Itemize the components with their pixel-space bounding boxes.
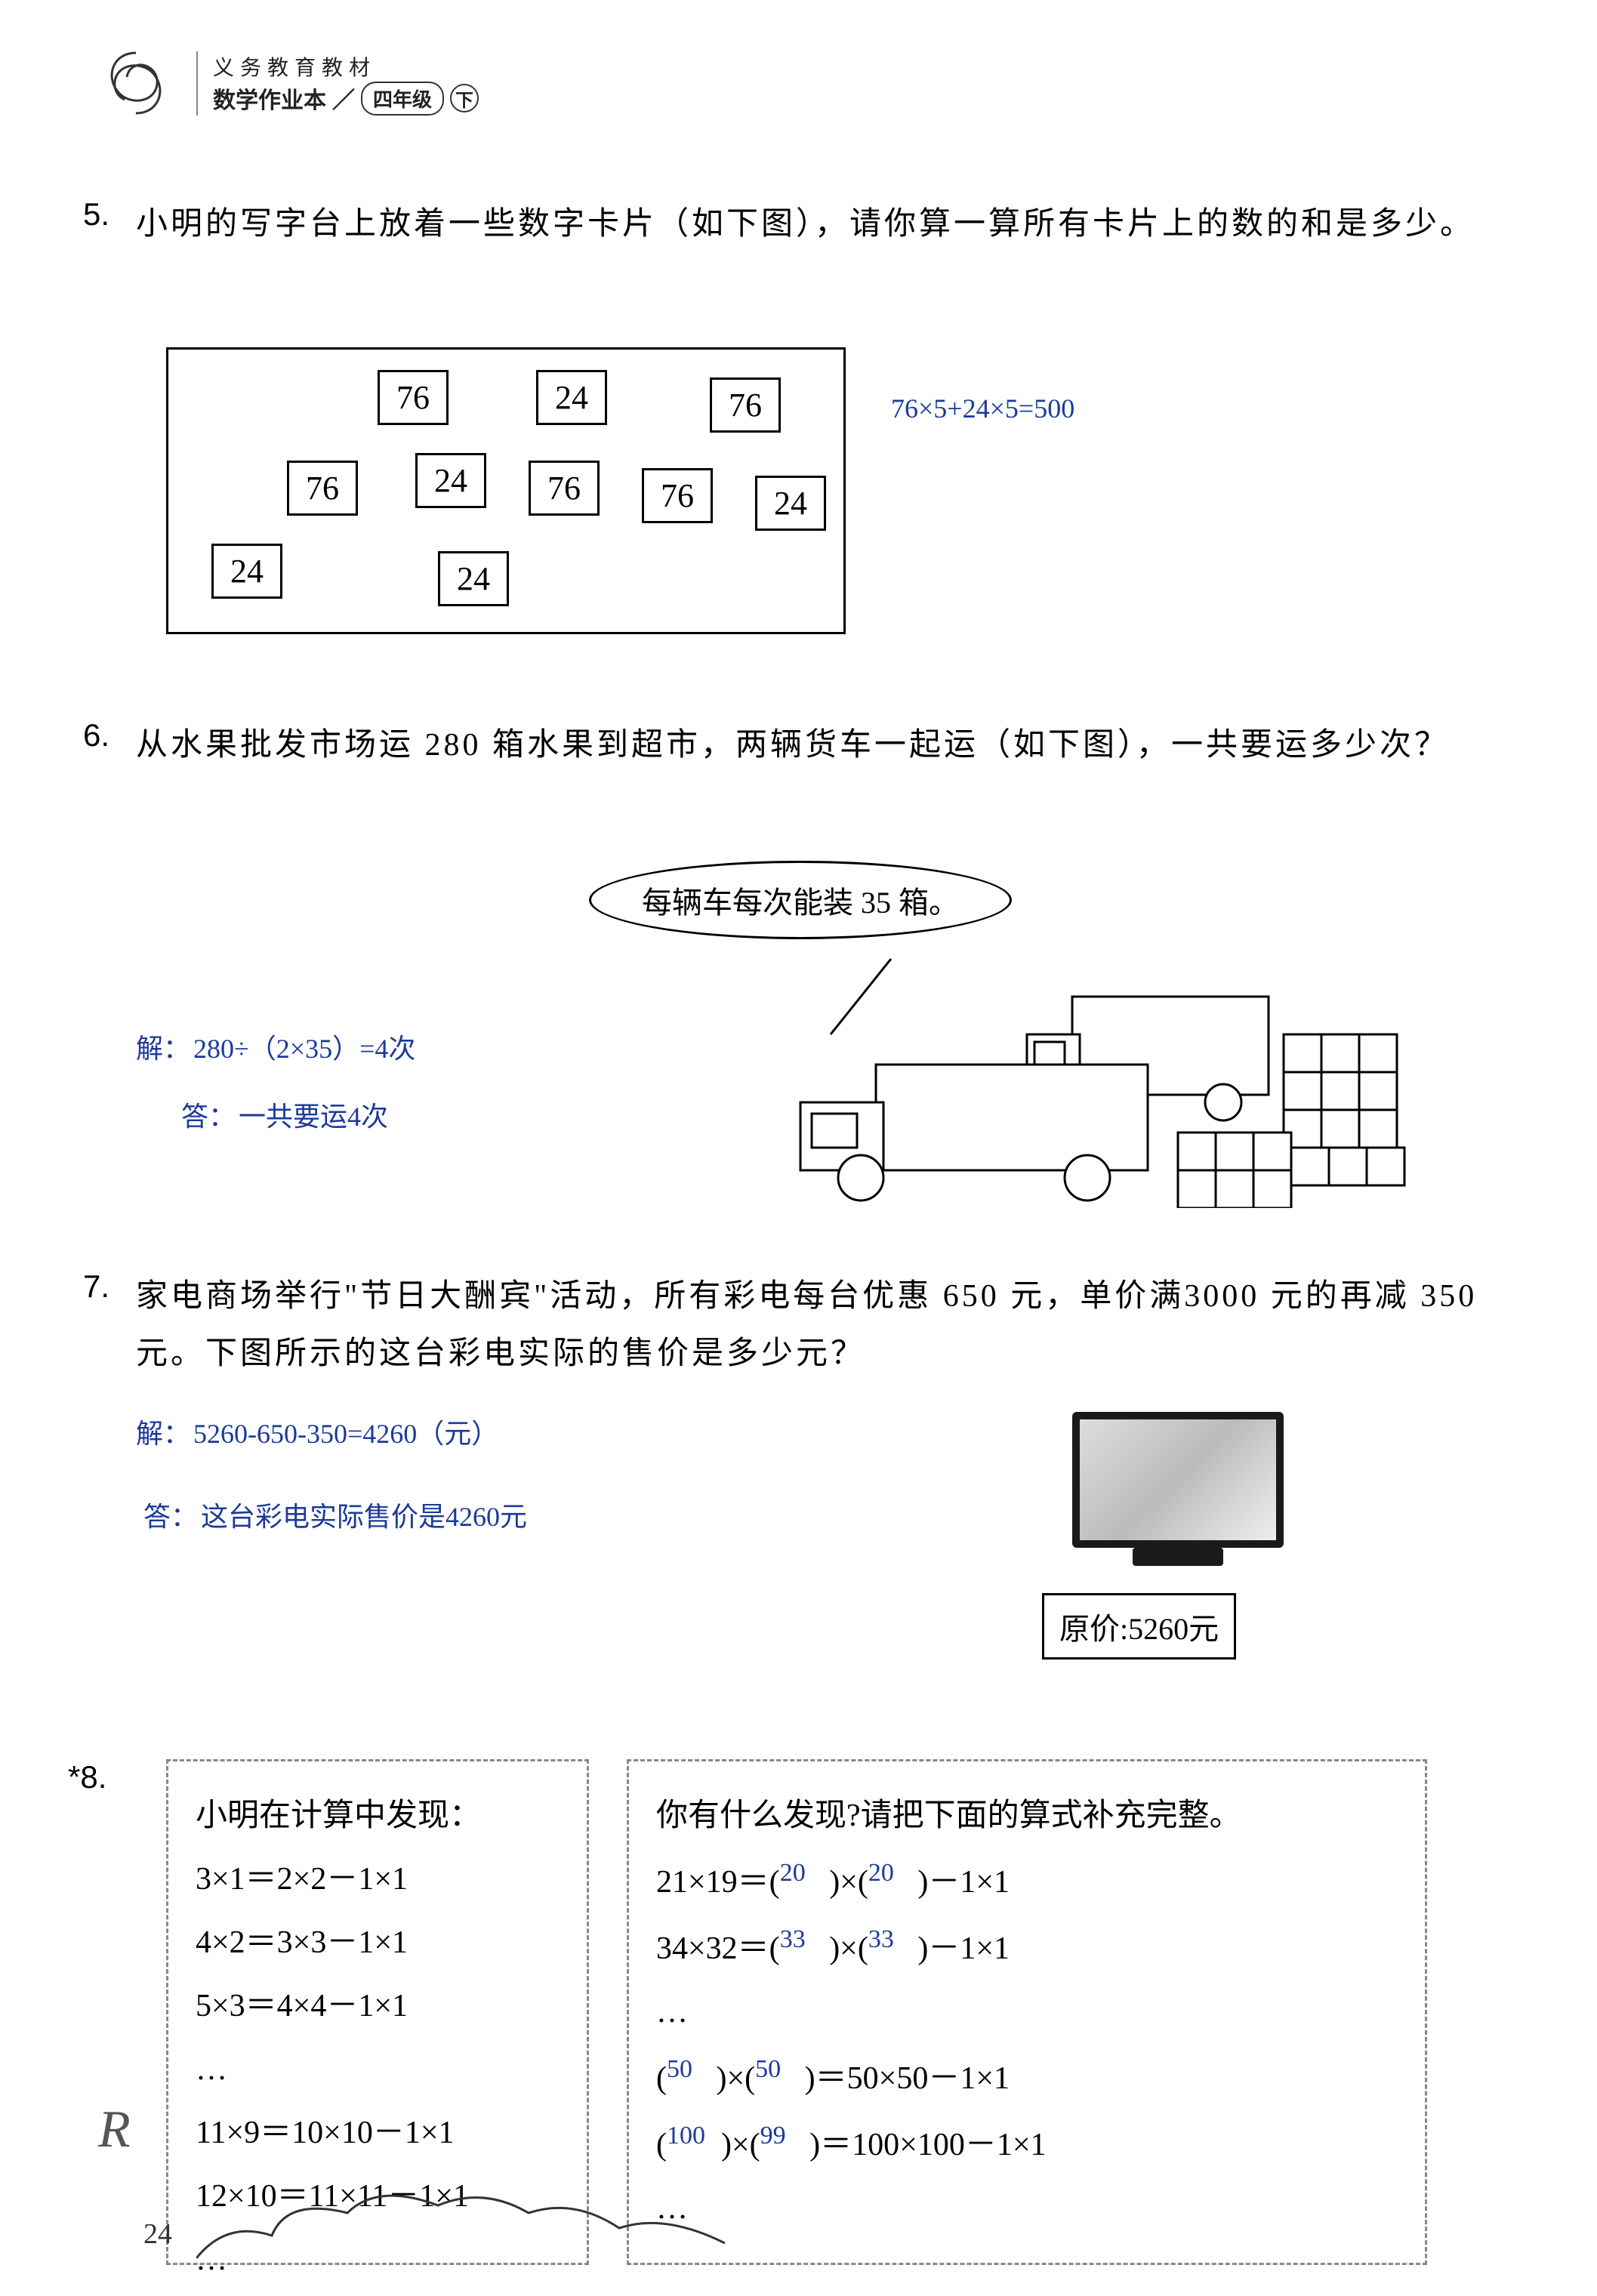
- eq-mid: )×(: [717, 2061, 756, 2096]
- eq-mid: )×(: [829, 1931, 868, 1966]
- dots: …: [656, 2177, 1398, 2240]
- answer-text: 这台彩电实际售价是4260元: [201, 1502, 527, 1532]
- number-card: 24: [536, 370, 607, 425]
- header-subtitle: 义务教育教材: [213, 51, 479, 82]
- solution-label: 解：: [136, 1034, 190, 1064]
- header-title: 数学作业本 ／ 四年级 下: [213, 82, 479, 116]
- eq-mid: )×(: [721, 2128, 760, 2162]
- equation-line: …: [196, 2038, 560, 2101]
- answer-text: 一共要运4次: [239, 1102, 388, 1132]
- speech-bubble: 每辆车每次能装 35 箱。: [589, 861, 1012, 939]
- p6-solution: 解： 280÷（2×35）=4次: [136, 1027, 415, 1066]
- p7-answer: 答： 这台彩电实际售价是4260元: [143, 1495, 527, 1534]
- number-card: 76: [642, 468, 713, 523]
- problem-text: 家电商场举行"节日大酬宾"活动，所有彩电每台优惠 650 元，单价满3000 元…: [136, 1268, 1491, 1382]
- equation-line: 5×3＝4×4－1×1: [196, 1974, 560, 2038]
- number-card: 76: [378, 370, 449, 425]
- fill-a: 20: [780, 1859, 806, 1887]
- r2: 34×32＝(33 )×(33 )－1×1: [656, 1914, 1398, 1980]
- logo-swirl-icon: [98, 45, 174, 121]
- answer-label: 答：: [143, 1502, 198, 1532]
- eq-pre: 21×19＝(: [656, 1865, 780, 1900]
- r-logo-icon: R: [98, 2100, 131, 2160]
- p5-answer: 76×5+24×5=500: [891, 393, 1074, 424]
- eq-pre: 34×32＝(: [656, 1931, 780, 1966]
- eq-post: )－1×1: [917, 1931, 1010, 1966]
- price-box: 原价:5260元: [1042, 1593, 1236, 1660]
- tv-illustration: [1072, 1412, 1284, 1548]
- problem-number: 7.: [83, 1268, 109, 1305]
- p6-answer: 答： 一共要运4次: [181, 1095, 388, 1134]
- problem-number: 6.: [83, 717, 109, 754]
- eq-pre: (: [656, 2128, 667, 2162]
- number-card: 24: [438, 551, 509, 606]
- problem-5: 5. 小明的写字台上放着一些数字卡片（如下图），请你算一算所有卡片上的数的和是多…: [136, 196, 1491, 254]
- right-title: 你有什么发现?请把下面的算式补充完整。: [656, 1784, 1398, 1848]
- eq-post: )＝100×100－1×1: [809, 2128, 1046, 2162]
- page-header: 义务教育教材 数学作业本 ／ 四年级 下: [98, 45, 479, 121]
- fill-b: 99: [760, 2122, 786, 2150]
- fill-b: 20: [868, 1859, 894, 1887]
- solution-text: 5260-650-350=4260（元）: [193, 1419, 498, 1449]
- volume-badge: 下: [450, 84, 479, 112]
- header-text: 义务教育教材 数学作业本 ／ 四年级 下: [196, 51, 479, 116]
- problem-text: 从水果批发市场运 280 箱水果到超市，两辆货车一起运（如下图），一共要运多少次…: [136, 717, 1491, 775]
- number-card: 76: [529, 461, 600, 516]
- equation-line: 3×1＝2×2－1×1: [196, 1848, 560, 1911]
- book-title: 数学作业本: [213, 82, 326, 115]
- fill-a: 50: [667, 2055, 692, 2083]
- number-card: 76: [710, 378, 781, 433]
- eq-pre: (: [656, 2061, 667, 2096]
- number-card: 24: [755, 476, 826, 531]
- fill-a: 100: [667, 2122, 705, 2150]
- number-card: 24: [415, 453, 486, 508]
- fill-a: 33: [780, 1925, 806, 1953]
- cloud-decoration: [196, 2183, 725, 2273]
- equation-line: 11×9＝10×10－1×1: [196, 2101, 560, 2165]
- equation-line: 4×2＝3×3－1×1: [196, 1911, 560, 1974]
- eq-post: )－1×1: [917, 1865, 1010, 1900]
- r4: (100 )×(99 )＝100×100－1×1: [656, 2110, 1398, 2177]
- problem-7: 7. 家电商场举行"节日大酬宾"活动，所有彩电每台优惠 650 元，单价满300…: [136, 1268, 1491, 1382]
- page-number: 24: [143, 2217, 172, 2251]
- solution-label: 解：: [136, 1419, 190, 1449]
- dots: …: [656, 1980, 1398, 2044]
- number-card: 24: [211, 544, 282, 599]
- number-card: 76: [287, 461, 358, 516]
- trucks-illustration: [755, 951, 1435, 1208]
- answer-label: 答：: [181, 1102, 236, 1132]
- grade-badge: 四年级: [361, 82, 444, 116]
- problem-number: *8.: [68, 1759, 106, 1795]
- eq-post: )＝50×50－1×1: [805, 2061, 1010, 2096]
- problem-text: 小明的写字台上放着一些数字卡片（如下图），请你算一算所有卡片上的数的和是多少。: [136, 196, 1491, 254]
- r3: (50 )×(50 )＝50×50－1×1: [656, 2044, 1398, 2110]
- problem-number: 5.: [83, 196, 109, 233]
- solution-text: 280÷（2×35）=4次: [193, 1034, 415, 1064]
- fill-b: 33: [868, 1925, 894, 1953]
- problem-6: 6. 从水果批发市场运 280 箱水果到超市，两辆货车一起运（如下图），一共要运…: [136, 717, 1491, 775]
- p8-right-box: 你有什么发现?请把下面的算式补充完整。 21×19＝(20 )×(20 )－1×…: [627, 1759, 1427, 2265]
- r1: 21×19＝(20 )×(20 )－1×1: [656, 1848, 1398, 1914]
- p7-solution: 解： 5260-650-350=4260（元）: [136, 1412, 498, 1451]
- eq-mid: )×(: [829, 1865, 868, 1900]
- fill-b: 50: [755, 2055, 781, 2083]
- left-title: 小明在计算中发现：: [196, 1784, 560, 1848]
